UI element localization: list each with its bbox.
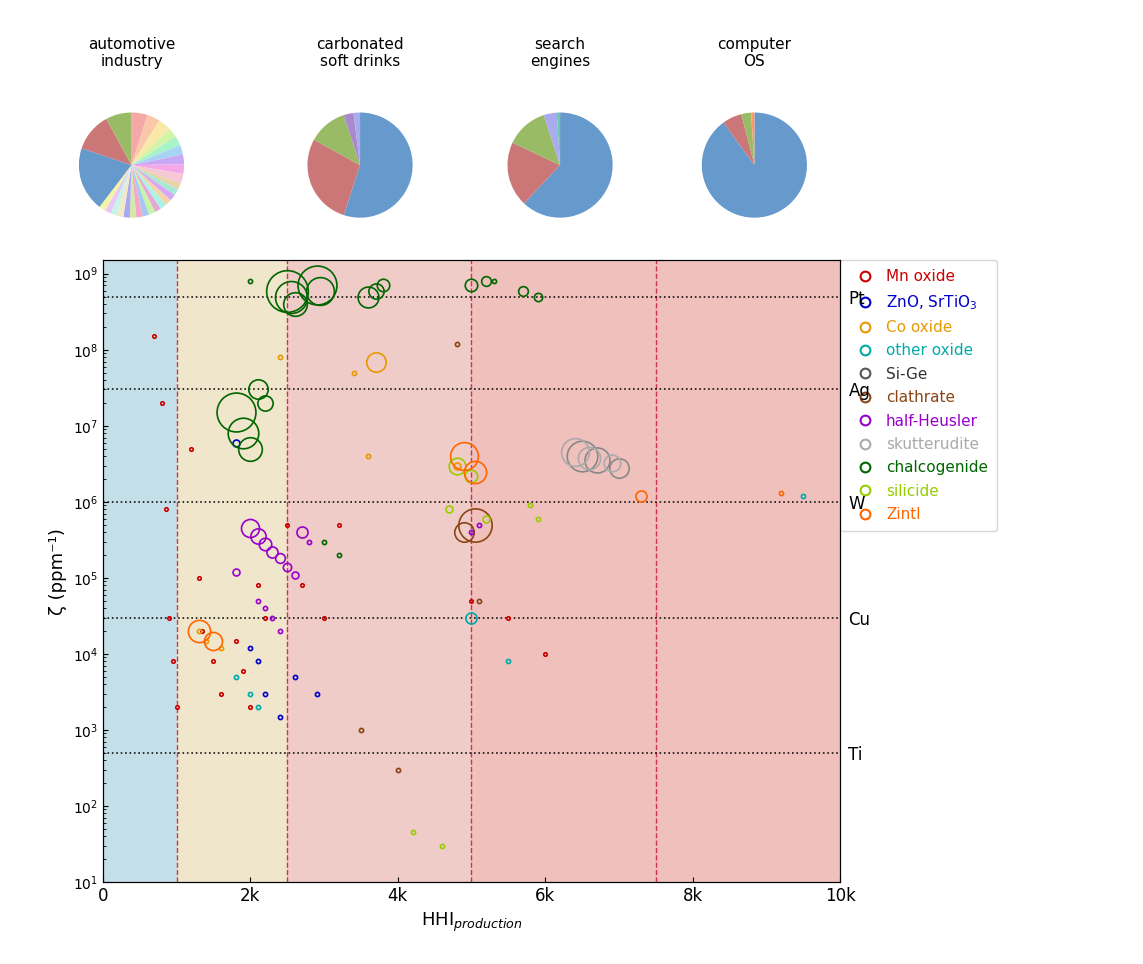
Text: carbonated
soft drinks: carbonated soft drinks [317,37,403,69]
Wedge shape [751,113,754,165]
Wedge shape [724,114,754,165]
Wedge shape [344,113,360,165]
Y-axis label: ζ (ppm⁻¹): ζ (ppm⁻¹) [49,527,67,615]
Wedge shape [81,119,131,165]
Wedge shape [131,146,183,165]
Wedge shape [123,165,131,218]
Wedge shape [131,129,176,165]
Wedge shape [314,115,360,165]
Wedge shape [353,113,360,165]
Wedge shape [544,113,560,165]
Text: search
engines: search engines [530,37,590,69]
Text: computer
OS: computer OS [718,37,791,69]
Bar [287,260,472,882]
Wedge shape [131,165,161,212]
Wedge shape [131,165,175,201]
Wedge shape [344,113,413,218]
Bar [103,260,176,882]
Wedge shape [131,154,184,165]
Wedge shape [131,113,147,165]
Wedge shape [131,165,166,209]
Wedge shape [557,113,560,165]
Wedge shape [507,143,560,203]
Bar [472,260,840,882]
Wedge shape [117,165,131,217]
Wedge shape [131,165,170,204]
Wedge shape [131,165,178,195]
Wedge shape [512,115,560,165]
Wedge shape [131,165,155,215]
Wedge shape [106,113,131,165]
Wedge shape [131,120,169,165]
Wedge shape [79,148,131,207]
Wedge shape [131,165,183,183]
Wedge shape [130,165,136,218]
Wedge shape [131,165,181,190]
Wedge shape [131,165,149,217]
Wedge shape [742,113,754,165]
Text: automotive
industry: automotive industry [88,37,175,69]
Wedge shape [105,165,131,213]
Legend: Mn oxide, ZnO, SrTiO$_3$, Co oxide, other oxide, Si-Ge, clathrate, half-Heusler,: Mn oxide, ZnO, SrTiO$_3$, Co oxide, othe… [840,260,997,531]
Wedge shape [702,113,807,218]
Wedge shape [131,137,181,165]
Wedge shape [111,165,131,216]
Wedge shape [131,165,143,218]
Wedge shape [525,113,613,218]
Wedge shape [131,164,184,174]
Wedge shape [99,165,131,210]
Wedge shape [307,140,360,215]
Wedge shape [131,115,159,165]
X-axis label: HHI$_{production}$: HHI$_{production}$ [421,910,522,934]
Bar [176,260,287,882]
